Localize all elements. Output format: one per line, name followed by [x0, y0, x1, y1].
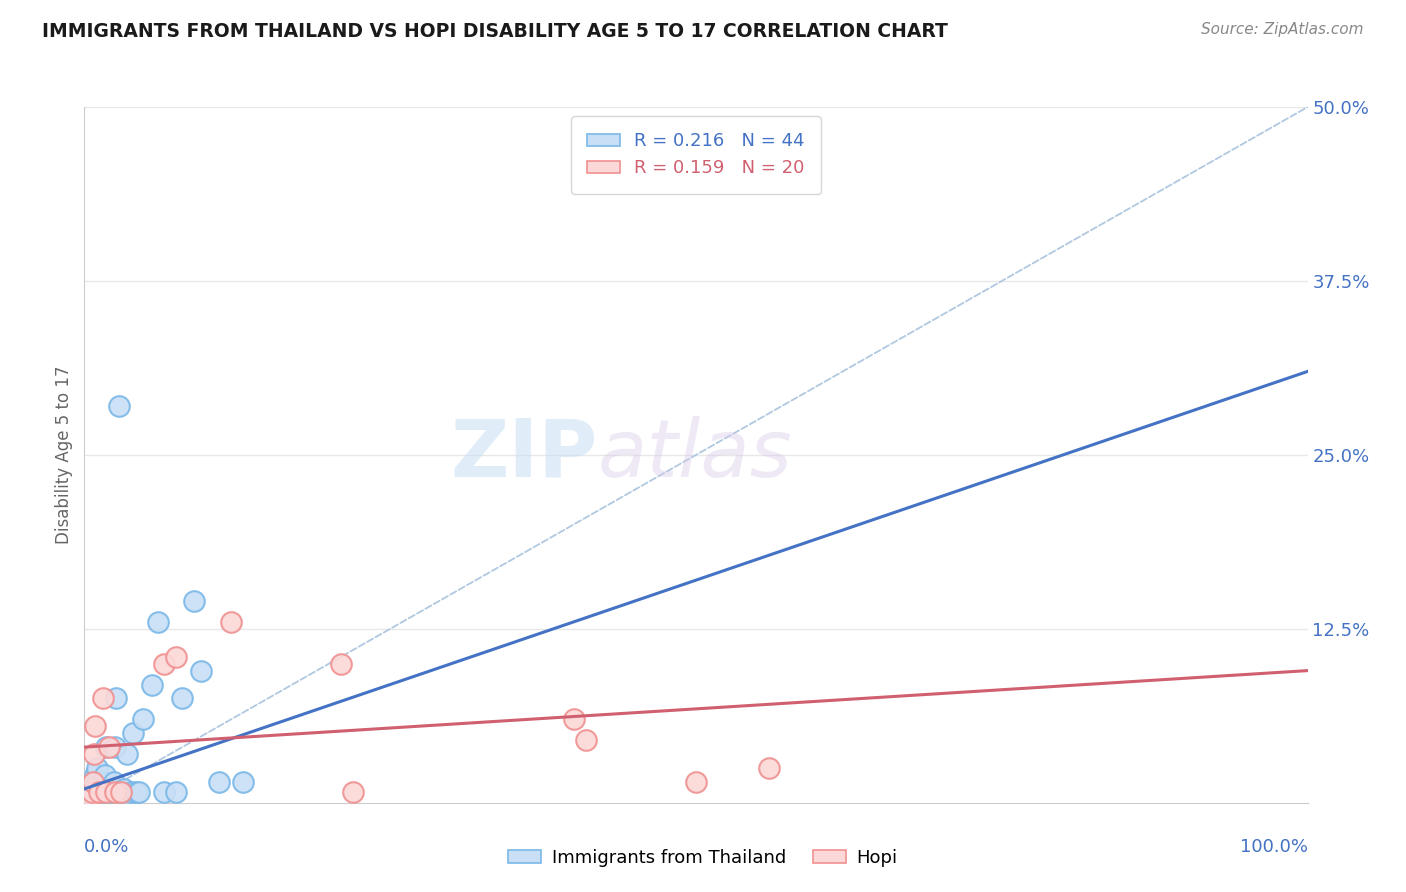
Point	[82, 789, 104, 803]
Point	[165, 649, 187, 664]
Point	[153, 785, 176, 799]
Point	[86, 781, 108, 796]
Point	[87, 785, 110, 799]
Point	[685, 775, 707, 789]
Point	[100, 785, 122, 799]
Point	[79, 789, 101, 803]
Point	[91, 691, 114, 706]
Point	[83, 789, 105, 803]
Point	[83, 747, 105, 761]
Legend: R = 0.216   N = 44, R = 0.159   N = 20: R = 0.216 N = 44, R = 0.159 N = 20	[571, 116, 821, 194]
Point	[96, 740, 118, 755]
Text: 0.0%: 0.0%	[84, 838, 129, 855]
Point	[172, 691, 194, 706]
Point	[91, 775, 114, 789]
Point	[84, 789, 107, 803]
Point	[80, 781, 103, 796]
Point	[112, 781, 135, 796]
Text: IMMIGRANTS FROM THAILAND VS HOPI DISABILITY AGE 5 TO 17 CORRELATION CHART: IMMIGRANTS FROM THAILAND VS HOPI DISABIL…	[42, 22, 948, 41]
Point	[120, 785, 142, 799]
Point	[122, 726, 145, 740]
Point	[82, 781, 104, 796]
Point	[115, 747, 138, 761]
Point	[96, 785, 118, 799]
Point	[128, 785, 150, 799]
Point	[79, 789, 101, 803]
Point	[86, 775, 108, 789]
Text: atlas: atlas	[598, 416, 793, 494]
Point	[105, 691, 128, 706]
Point	[86, 761, 108, 775]
Point	[83, 785, 105, 799]
Point	[165, 785, 187, 799]
Point	[93, 781, 115, 796]
Point	[84, 785, 107, 799]
Point	[153, 657, 176, 671]
Point	[110, 785, 132, 799]
Point	[94, 768, 117, 782]
Legend: Immigrants from Thailand, Hopi: Immigrants from Thailand, Hopi	[501, 842, 905, 874]
Point	[79, 785, 101, 799]
Point	[141, 677, 163, 691]
Point	[146, 615, 169, 629]
Point	[219, 615, 242, 629]
Point	[330, 657, 353, 671]
Point	[125, 785, 148, 799]
Point	[562, 712, 585, 726]
Point	[107, 399, 129, 413]
Point	[80, 785, 103, 799]
Point	[575, 733, 598, 747]
Point	[103, 775, 125, 789]
Point	[208, 775, 231, 789]
Point	[132, 712, 155, 726]
Point	[83, 781, 105, 796]
Point	[104, 740, 127, 755]
Point	[82, 775, 104, 789]
Point	[232, 775, 254, 789]
Point	[80, 789, 103, 803]
Point	[183, 594, 205, 608]
Point	[97, 740, 120, 755]
Text: Source: ZipAtlas.com: Source: ZipAtlas.com	[1201, 22, 1364, 37]
Point	[190, 664, 212, 678]
Point	[758, 761, 780, 775]
Point	[82, 785, 104, 799]
Point	[342, 785, 364, 799]
Point	[104, 785, 127, 799]
Point	[91, 785, 114, 799]
Text: 100.0%: 100.0%	[1240, 838, 1308, 855]
Point	[84, 719, 107, 733]
Text: ZIP: ZIP	[451, 416, 598, 494]
Y-axis label: Disability Age 5 to 17: Disability Age 5 to 17	[55, 366, 73, 544]
Point	[84, 768, 107, 782]
Point	[110, 785, 132, 799]
Point	[86, 789, 108, 803]
